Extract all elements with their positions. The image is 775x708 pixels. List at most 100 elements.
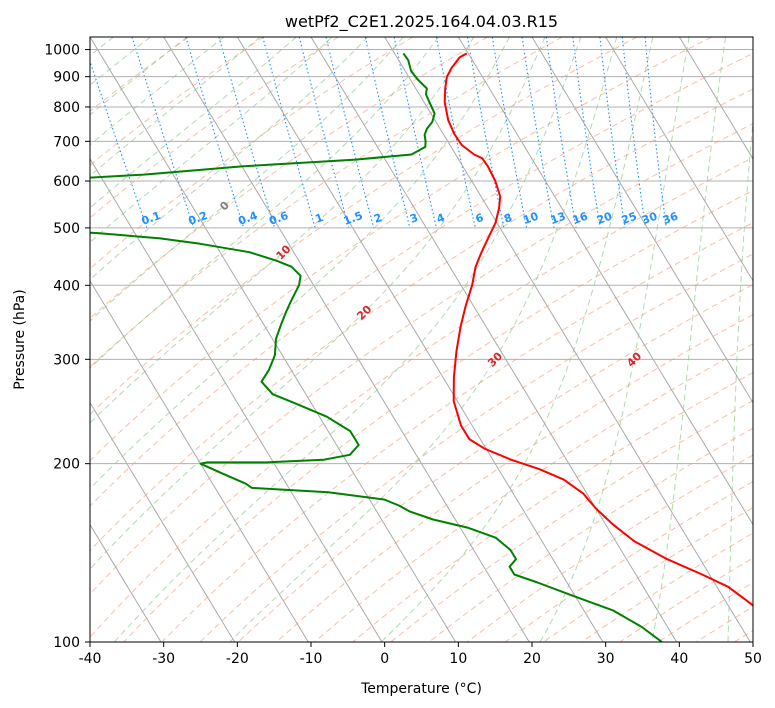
- isotherms: [90, 37, 753, 642]
- y-tick-label: 500: [53, 221, 80, 237]
- moist-adiabat-line: [90, 37, 369, 281]
- sounding-profiles: [90, 52, 753, 642]
- y-tick-label: 400: [53, 278, 80, 294]
- mixing-ratio-label: 6: [474, 211, 486, 226]
- mixing-ratio-line: [599, 37, 626, 228]
- dry-adiabat-line: [90, 88, 753, 552]
- mixing-ratio-label: 8: [502, 211, 514, 226]
- mixing-ratio-label: 16: [571, 210, 590, 228]
- moist-adiabat-line: [90, 37, 439, 369]
- x-tick-label: 10: [449, 651, 467, 667]
- mixing-ratio-line: [364, 37, 411, 229]
- dry-adiabat-line: [237, 284, 753, 642]
- mixing-ratio-label: 0.1: [140, 209, 163, 228]
- mixing-ratio-label: 36: [661, 210, 680, 228]
- x-tick-label: 50: [744, 651, 762, 667]
- isotherm-line: [678, 37, 753, 160]
- dry-adiabat-line: [90, 37, 712, 462]
- y-tick-label: 100: [53, 635, 80, 651]
- mixing-ratio-label: 10: [521, 210, 540, 228]
- isotherm-line: [236, 37, 604, 642]
- dry-adiabat-line: [352, 372, 753, 642]
- dry-adiabat-line: [90, 37, 563, 368]
- mixing-ratio-label: 30: [640, 210, 659, 228]
- dry-adiabat-line: [90, 37, 190, 112]
- mixing-ratio-label: 1: [314, 211, 326, 226]
- x-tick-label: 30: [597, 651, 615, 667]
- y-tick-label: 900: [53, 70, 80, 86]
- moist-adiabat-line: [539, 37, 690, 642]
- isotherm-line: [163, 37, 530, 642]
- dewpoint-profile: [90, 52, 663, 642]
- y-tick-label: 300: [53, 352, 80, 368]
- moist-adiabat-line: [90, 37, 333, 243]
- isotherm-line: [531, 37, 753, 404]
- isotherm-line: [90, 401, 236, 642]
- x-tick-label: 40: [670, 651, 688, 667]
- x-tick-label: 0: [380, 651, 389, 667]
- moist-adiabat-line: [90, 37, 297, 209]
- line-labels: -100-90-80-70-60-50-40-30-20-10010203040…: [90, 199, 680, 370]
- x-axis: -40 -30 -20 -10 0 10 20 30 40 50: [79, 642, 762, 667]
- moist-adiabat-line: [380, 37, 654, 642]
- mixing-ratio-line: [262, 37, 316, 229]
- dry-adiabat-line: [199, 253, 753, 642]
- moist-adiabat-line: [113, 37, 582, 642]
- y-tick-label: 1000: [44, 43, 80, 59]
- y-tick-label: 800: [53, 100, 80, 116]
- isobars: [90, 49, 753, 642]
- isotherm-line: [457, 37, 753, 526]
- x-axis-title: Temperature (°C): [360, 681, 482, 697]
- isotherm-line: [90, 37, 457, 642]
- mixing-ratio-line: [131, 37, 195, 229]
- chart-title: wetPf2_C2E1.2025.164.04.03.R15: [285, 12, 558, 32]
- mixing-ratio-line: [545, 37, 577, 228]
- x-tick-label: -30: [152, 651, 175, 667]
- x-tick-label: -10: [300, 651, 323, 667]
- mixing-ratio-line: [621, 37, 647, 228]
- mixing-ratio-line: [185, 37, 245, 229]
- mixing-ratio-label: 2: [372, 211, 384, 226]
- x-tick-label: -20: [226, 651, 249, 667]
- mixing-ratio-label: 20: [595, 210, 614, 228]
- isotherm-line: [90, 279, 309, 642]
- y-axis-title: Pressure (hPa): [12, 289, 28, 389]
- isotherm-line: [605, 37, 753, 282]
- moist-adiabat-line: [727, 116, 753, 642]
- mixing-ratio-line: [644, 37, 667, 228]
- isotherm-line: [384, 37, 751, 642]
- mixing-ratio-label: 3: [408, 211, 420, 226]
- dry-adiabat-line: [90, 37, 638, 415]
- mixing-ratio-label: 13: [549, 210, 568, 227]
- mixing-ratio-label: 0.4: [237, 209, 260, 228]
- y-tick-label: 700: [53, 134, 80, 150]
- mixing-ratio-label: 0.2: [187, 209, 210, 228]
- y-tick-label: 200: [53, 457, 80, 473]
- y-tick-label: 600: [53, 174, 80, 190]
- plot-area: -100-90-80-70-60-50-40-30-20-10010203040…: [90, 37, 753, 642]
- mixing-ratio-label: 1.5: [342, 209, 365, 228]
- mixing-ratio-line: [298, 37, 350, 229]
- x-tick-label: -40: [79, 651, 102, 667]
- dry-adiabat-line: [90, 37, 264, 166]
- isotherm-line: [90, 157, 383, 642]
- moist-adiabat-line: [651, 37, 727, 642]
- temperature-profile: [443, 52, 753, 607]
- dry-adiabat-line: [90, 52, 753, 507]
- y-axis: 100 200 300 400 500 600 700 800 900 1000: [44, 43, 90, 651]
- plot-frame: [89, 36, 754, 643]
- isotherm-line: [90, 523, 162, 642]
- isotherm-line: [310, 37, 678, 642]
- mixing-ratio-label: 25: [620, 210, 639, 227]
- mixing-ratio-line: [325, 37, 375, 229]
- x-tick-label: 20: [523, 651, 541, 667]
- dry-adiabat-line: [161, 222, 753, 642]
- moist-adiabat-line: [90, 37, 546, 570]
- mixing-ratio-line: [218, 37, 276, 229]
- mixing-ratio-label: 4: [435, 211, 447, 226]
- moist-adiabat-line: [90, 37, 404, 322]
- mixing-ratio-label: 0.6: [267, 209, 290, 228]
- moist-adiabats: [90, 37, 753, 642]
